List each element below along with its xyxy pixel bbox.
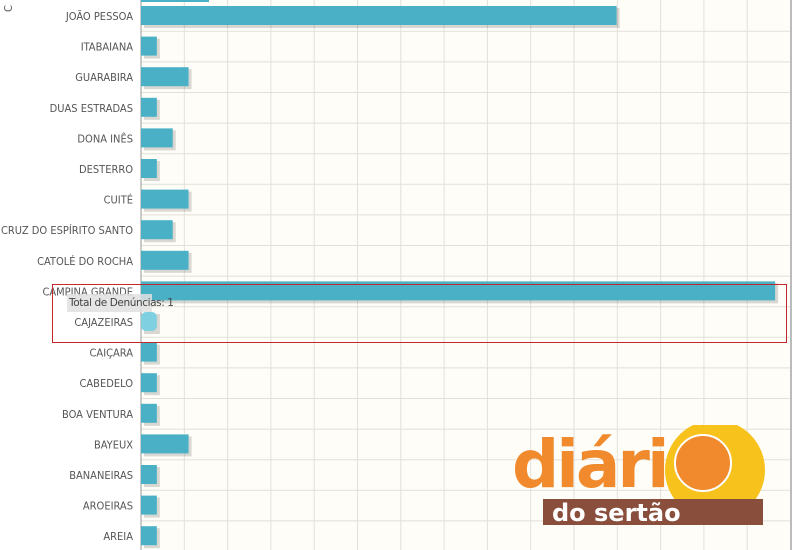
y-axis-label: C [2,5,15,12]
category-label: AREIA [103,530,133,543]
bar-cuité[interactable] [141,189,189,209]
category-label: CAJAZEIRAS [74,316,133,329]
bar-duas-estradas[interactable] [141,97,157,117]
bar-bananeiras[interactable] [141,465,157,484]
category-label: CATOLÉ DO ROCHA [37,255,133,268]
bar-cabedelo[interactable] [141,373,157,393]
bar-areia[interactable] [141,526,157,546]
bar-desterro[interactable] [141,159,157,178]
bar-bayeux[interactable] [141,434,189,454]
category-label: CRUZ DO ESPÍRITO SANTO [1,224,133,237]
category-label: BANANEIRAS [69,469,133,482]
category-label: DESTERRO [79,163,133,176]
bar-cajazeiras[interactable] [141,312,157,331]
svg-text:diári: diári [512,426,667,503]
bar-boa-ventura[interactable] [141,403,157,423]
selection-highlight [52,284,787,343]
logo-diario-do-sertao: diári do sertão [512,425,765,527]
category-label: DUAS ESTRADAS [50,102,133,115]
bar-dona-inês[interactable] [141,128,173,148]
bar-itabaiana[interactable] [141,36,157,56]
bar-joão-pessoa[interactable] [141,6,617,25]
category-label: BOA VENTURA [62,408,133,421]
svg-text:do sertão: do sertão [552,499,681,527]
category-label: CUITÉ [104,194,133,207]
category-label: CABEDELO [79,377,133,390]
bar-partial[interactable] [141,0,209,2]
tooltip: Total de Denúncias: 1 [67,294,174,312]
category-label: CAIÇARA [90,347,134,360]
category-label: AROEIRAS [83,500,133,513]
bar-guarabira[interactable] [141,67,189,87]
bar-catolé-do-rocha[interactable] [141,250,189,270]
category-label: ITABAIANA [81,41,134,54]
bar-campina-grande[interactable] [141,281,776,301]
bar-caiçara[interactable] [141,342,157,362]
bar-cruz-do-espírito-santo[interactable] [141,220,173,240]
category-label: BAYEUX [94,438,133,451]
bar-aroeiras[interactable] [141,495,157,515]
category-label: GUARABIRA [75,71,133,84]
category-label: JOÃO PESSOA [65,10,133,23]
category-label: DONA INÊS [77,132,133,145]
